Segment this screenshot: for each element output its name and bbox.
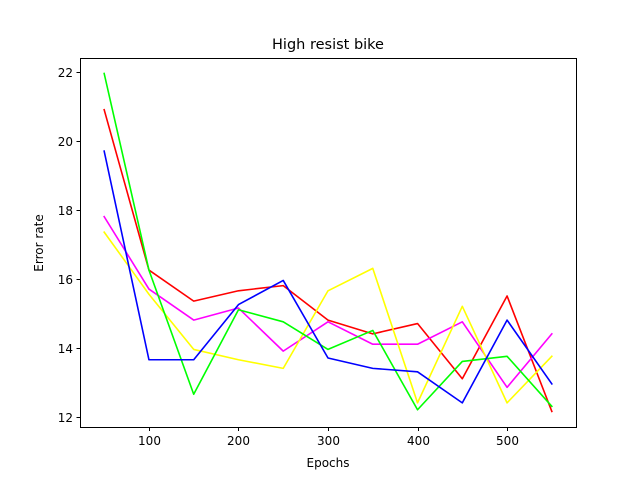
x-tick-label-200: 200 [227, 434, 250, 448]
x-tick-label-500: 500 [496, 434, 519, 448]
x-tick-label-100: 100 [138, 434, 161, 448]
y-tick-label-20: 20 [58, 135, 73, 149]
y-tick-label-22: 22 [58, 66, 73, 80]
x-axis-label: Epochs [307, 456, 350, 470]
series-line-2 [103, 215, 553, 389]
series-line-3 [103, 231, 553, 404]
x-tick-label-400: 400 [407, 434, 430, 448]
y-tick-label-12: 12 [58, 411, 73, 425]
series-line-4 [103, 72, 553, 411]
y-tick-label-14: 14 [58, 342, 73, 356]
y-tick-label-18: 18 [58, 204, 73, 218]
y-axis-label: Error rate [32, 214, 46, 271]
y-tick-label-16: 16 [58, 273, 73, 287]
x-tick-label-300: 300 [317, 434, 340, 448]
chart-title: High resist bike [272, 37, 384, 53]
series-line-1 [103, 108, 553, 413]
series-line-5 [103, 150, 553, 404]
y-axis: 12 14 16 18 20 22 [58, 66, 81, 425]
x-axis: 100 200 300 400 500 [138, 427, 519, 448]
series-layer [103, 72, 553, 413]
